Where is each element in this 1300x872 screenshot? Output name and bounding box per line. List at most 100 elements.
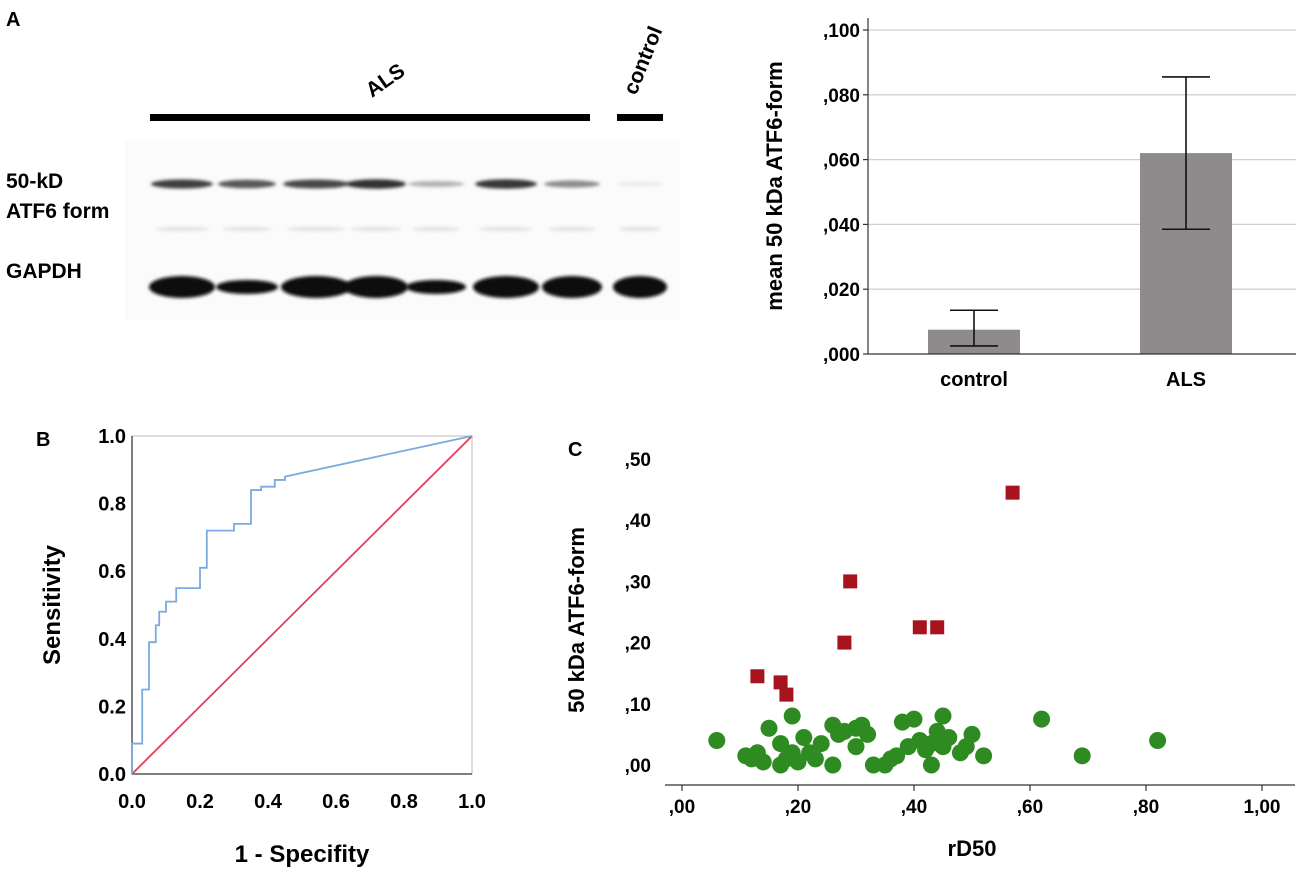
scatter-point-circle [708, 732, 726, 750]
atf6-band [283, 179, 349, 189]
atf6-band [346, 179, 406, 189]
scatter-point-circle [754, 753, 772, 771]
faint-band [222, 226, 272, 232]
bar-x-tick-label: ALS [1166, 369, 1206, 391]
scatter-x-tick-label: 1,00 [1244, 797, 1281, 818]
faint-band [548, 226, 596, 232]
bar-chart: ,000 ,020 ,040 ,060 ,080 ,100 control ALS mean… [762, 18, 1296, 391]
panel-label-c: C [568, 439, 582, 461]
bar-y-tick-label: ,020 [823, 280, 860, 301]
scatter-point-circle [934, 707, 952, 725]
scatter-point-circle [963, 725, 981, 743]
atf6-band [475, 179, 537, 189]
scatter-point-circle [847, 738, 865, 756]
scatter-point-square [779, 687, 794, 702]
scatter-y-tick-label: ,50 [625, 450, 651, 471]
gapdh-band [216, 280, 278, 294]
roc-curve [131, 435, 473, 774]
als-group-bar [150, 114, 590, 121]
roc-x-tick-label: 0.6 [322, 791, 350, 813]
bar-y-axis-label: mean 50 kDa ATF6-form [762, 61, 787, 310]
atf6-band [151, 179, 213, 189]
gapdh-band [613, 276, 667, 298]
scatter-point-circle [975, 747, 993, 765]
bar-y-tick-label: ,060 [823, 151, 860, 172]
roc-y-axis-label: Sensitivity [39, 544, 66, 665]
western-blot: ALS control 50-kD ATF6 form GAPDH [6, 23, 680, 320]
scatter-point-square [930, 620, 945, 635]
scatter-point-square [843, 574, 858, 589]
roc-y-tick-label: 0.2 [98, 696, 126, 718]
roc-y-tick-label: 0.6 [98, 561, 126, 583]
faint-band [479, 226, 533, 232]
scatter-point-circle [905, 710, 923, 728]
scatter-point-circle [824, 756, 842, 774]
scatter-x-axis-label: rD50 [948, 836, 997, 861]
blot-group-als: ALS [362, 59, 410, 102]
atf6-band [615, 181, 665, 187]
scatter-point-square [750, 669, 765, 684]
scatter-point-circle [812, 735, 830, 753]
faint-band [412, 226, 460, 232]
scatter-x-tick-label: ,60 [1017, 797, 1043, 818]
scatter-point-square [773, 675, 788, 690]
bar-y-tick-label: ,080 [823, 86, 860, 107]
scatter-x-tick-label: ,00 [669, 797, 695, 818]
faint-band [350, 226, 402, 232]
gapdh-band [344, 276, 408, 298]
scatter-point-circle [888, 747, 906, 765]
scatter-point-circle [859, 725, 877, 743]
scatter-y-tick-label: ,20 [625, 634, 651, 655]
scatter-point-circle [760, 719, 778, 737]
scatter-point-square [912, 620, 927, 635]
roc-x-tick-label: 0.2 [186, 791, 214, 813]
scatter-y-tick-label: ,30 [625, 572, 651, 593]
band-label-line1: 50-kD [6, 170, 63, 193]
gapdh-band [473, 276, 539, 298]
roc-y-tick-label: 0.0 [98, 764, 126, 786]
scatter-y-axis-label: 50 kDa ATF6-form [564, 527, 589, 713]
scatter-point-circle [783, 707, 801, 725]
scatter-point-circle [1149, 732, 1167, 750]
atf6-band [218, 179, 276, 189]
scatter-point-circle [1073, 747, 1091, 765]
scatter-point-circle [795, 728, 813, 746]
scatter-point-square [837, 635, 852, 650]
roc-y-tick-label: 0.4 [98, 629, 127, 651]
faint-band [155, 226, 209, 232]
scatter-point-circle [806, 750, 824, 768]
blot-group-control: control [619, 23, 667, 98]
faint-band [619, 226, 661, 232]
scatter-chart: ,00 ,20 ,40 ,60 ,80 1,00 ,00 ,10 ,20 ,30 ,40 ,50 rD… [564, 450, 1295, 861]
scatter-y-tick-label: ,40 [625, 511, 651, 532]
atf6-band [408, 180, 464, 188]
roc-y-tick-label: 1.0 [98, 426, 126, 448]
scatter-x-tick-label: ,80 [1133, 797, 1159, 818]
gapdh-band [406, 280, 466, 294]
scatter-point-square [1005, 485, 1020, 500]
panel-label-a: A [6, 9, 20, 31]
roc-y-tick-label: 0.8 [98, 494, 126, 516]
scatter-point-circle [922, 756, 940, 774]
roc-x-tick-label: 0.8 [390, 791, 418, 813]
bar-x-tick-label: control [940, 369, 1008, 391]
panel-label-b: B [36, 429, 50, 451]
reference-line [131, 435, 473, 775]
roc-x-tick-label: 1.0 [458, 791, 486, 813]
control-group-bar [617, 114, 663, 121]
faint-band [287, 226, 345, 232]
scatter-point-circle [772, 735, 790, 753]
scatter-point-circle [789, 753, 807, 771]
bar-y-tick-label: ,000 [823, 345, 860, 366]
roc-x-tick-label: 0.0 [118, 791, 146, 813]
scatter-x-tick-label: ,20 [785, 797, 811, 818]
roc-chart: 0.0 0.0 0.2 0.2 0.4 0.4 0.6 0.6 0.8 0.8 1.0 1.0 1 -… [39, 426, 486, 868]
bar-y-tick-label: ,100 [823, 21, 860, 42]
gapdh-band [149, 276, 215, 298]
scatter-point-circle [1033, 710, 1051, 728]
roc-x-axis-label: 1 - Specifity [235, 841, 370, 868]
scatter-y-tick-label: ,00 [625, 756, 651, 777]
scatter-point-circle [940, 728, 958, 746]
roc-x-tick-label: 0.4 [254, 791, 283, 813]
